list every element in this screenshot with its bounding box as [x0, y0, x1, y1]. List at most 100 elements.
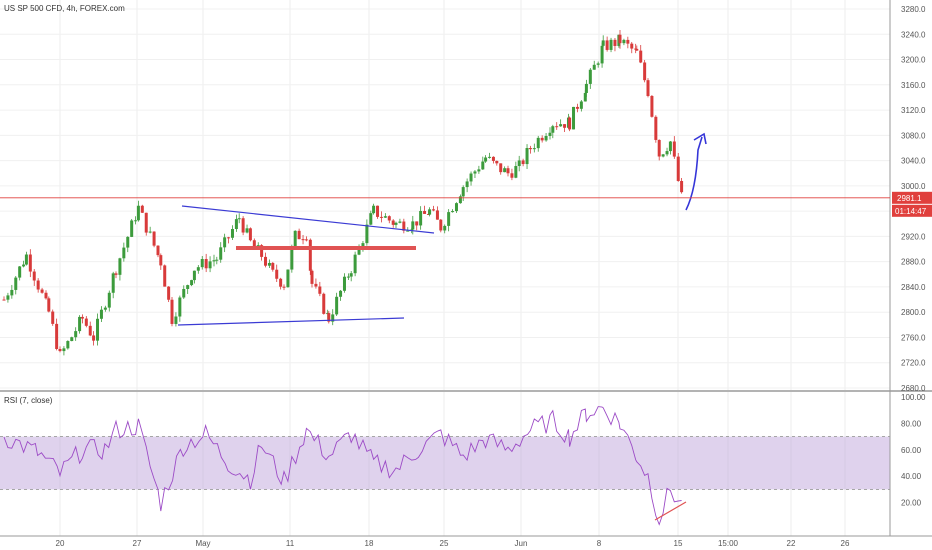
candle-body — [622, 39, 626, 44]
candle-body — [335, 296, 339, 315]
candle-body — [32, 271, 36, 281]
price-tick-label: 2840.0 — [901, 283, 926, 292]
candle-body — [568, 117, 572, 130]
candle-body — [596, 63, 600, 65]
forecast-arrow[interactable] — [685, 136, 703, 211]
candle-body — [361, 243, 365, 247]
candle-body — [575, 106, 579, 109]
candle-body — [170, 299, 174, 324]
symbol-title[interactable]: US SP 500 CFD, 4h, FOREX.com — [4, 4, 125, 13]
candle-body — [10, 289, 14, 296]
candle-body — [419, 210, 423, 226]
candle-body — [458, 196, 462, 204]
candle-body — [510, 173, 514, 178]
candle-body — [219, 247, 223, 260]
price-tick-label: 2880.0 — [901, 258, 926, 267]
time-tick-label: 11 — [286, 539, 295, 548]
candle-body — [650, 95, 654, 117]
candle-body — [47, 298, 51, 312]
candle-body — [196, 267, 200, 271]
candle-body — [134, 220, 138, 222]
countdown-tag — [892, 204, 932, 217]
candle-body — [477, 169, 481, 172]
rsi-axis[interactable]: 100.00 80.00 60.00 40.00 20.00 — [901, 393, 926, 508]
candle-body — [439, 219, 443, 231]
candle-body — [192, 270, 196, 281]
candle-body — [212, 260, 216, 262]
candle-body — [208, 261, 212, 269]
candle-body — [74, 331, 78, 338]
candle-body — [503, 168, 507, 173]
price-tick-label: 3120.0 — [901, 106, 926, 115]
price-tick-label: 2680.0 — [901, 384, 926, 393]
candle-body — [525, 148, 529, 165]
candle-body — [572, 106, 576, 130]
last-price-label: 2981.1 — [897, 194, 922, 203]
time-tick-label: 22 — [787, 539, 796, 548]
candle-body — [241, 218, 245, 233]
candle-body — [499, 163, 503, 173]
descending-trendline[interactable] — [181, 205, 435, 234]
rsi-panel-background[interactable] — [0, 392, 890, 536]
candle-body — [84, 318, 88, 326]
candle-body — [267, 262, 271, 266]
support-trendline[interactable] — [177, 317, 405, 326]
candle-body — [28, 254, 32, 272]
candle-body — [415, 221, 419, 226]
time-tick-label: May — [195, 539, 210, 548]
rsi-tick-label: 40.00 — [901, 472, 922, 481]
rsi-title[interactable]: RSI (7, close) — [4, 396, 53, 405]
candle-body — [626, 39, 630, 44]
candle-body — [676, 156, 680, 181]
candle-body — [517, 160, 521, 167]
candle-body — [447, 212, 451, 226]
rsi-series — [3, 406, 682, 526]
support-zone[interactable] — [236, 246, 416, 250]
candle-body — [601, 40, 605, 46]
candle-body — [62, 348, 66, 352]
price-tick-label: 3040.0 — [901, 157, 926, 166]
candle-body — [40, 289, 44, 293]
candle-body — [657, 139, 661, 157]
candle-body — [245, 228, 249, 233]
candle-body — [36, 280, 40, 290]
candle-body — [635, 48, 639, 51]
candle-body — [443, 225, 447, 231]
time-axis[interactable]: 20 27 May 11 18 25 Jun 8 15 15:00 22 26 — [56, 539, 850, 548]
candle-body — [643, 62, 647, 81]
candle-body — [136, 205, 140, 221]
candle-body — [256, 245, 260, 247]
price-tick-label: 3280.0 — [901, 5, 926, 14]
candle-body — [103, 307, 107, 310]
candle-body — [357, 246, 361, 255]
candle-body — [353, 254, 357, 274]
candle-body — [107, 292, 111, 308]
candle-body — [488, 156, 492, 158]
candle-body — [372, 205, 376, 214]
candle-body — [506, 168, 510, 174]
candle-body — [672, 141, 676, 157]
candle-body — [555, 126, 559, 128]
candle-body — [215, 259, 219, 261]
candle-body — [301, 239, 305, 241]
candle-body — [114, 273, 118, 275]
candle-body — [609, 39, 613, 50]
candle-body — [248, 228, 252, 241]
candle-body — [369, 213, 373, 225]
candle-body — [279, 278, 283, 287]
price-panel-background[interactable] — [0, 0, 890, 390]
price-tick-label: 3000.0 — [901, 182, 926, 191]
candle-body — [200, 259, 204, 268]
candle-body — [186, 285, 190, 289]
candle-body — [349, 273, 353, 277]
candle-body — [495, 160, 499, 164]
candle-body — [661, 154, 665, 157]
candle-body — [275, 269, 279, 279]
candle-body — [365, 224, 369, 244]
rsi-divergence-line[interactable] — [654, 501, 687, 521]
candle-body — [521, 160, 525, 165]
forecast-arrowhead[interactable] — [693, 132, 707, 145]
candle-body — [402, 221, 406, 231]
candle-body — [152, 231, 156, 246]
